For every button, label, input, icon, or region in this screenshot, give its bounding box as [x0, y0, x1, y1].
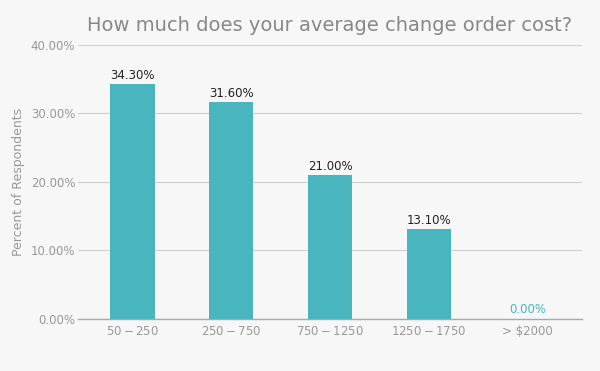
Text: 13.10%: 13.10% [407, 214, 451, 227]
Bar [308, 175, 352, 319]
Text: 31.60%: 31.60% [209, 87, 253, 100]
Bar [407, 229, 451, 319]
Bar [209, 102, 253, 319]
Y-axis label: Percent of Respondents: Percent of Respondents [12, 108, 25, 256]
Text: 0.00%: 0.00% [509, 303, 546, 316]
Bar [110, 83, 155, 319]
Text: 34.30%: 34.30% [110, 69, 155, 82]
Title: How much does your average change order cost?: How much does your average change order … [88, 16, 572, 35]
Text: 21.00%: 21.00% [308, 160, 352, 173]
